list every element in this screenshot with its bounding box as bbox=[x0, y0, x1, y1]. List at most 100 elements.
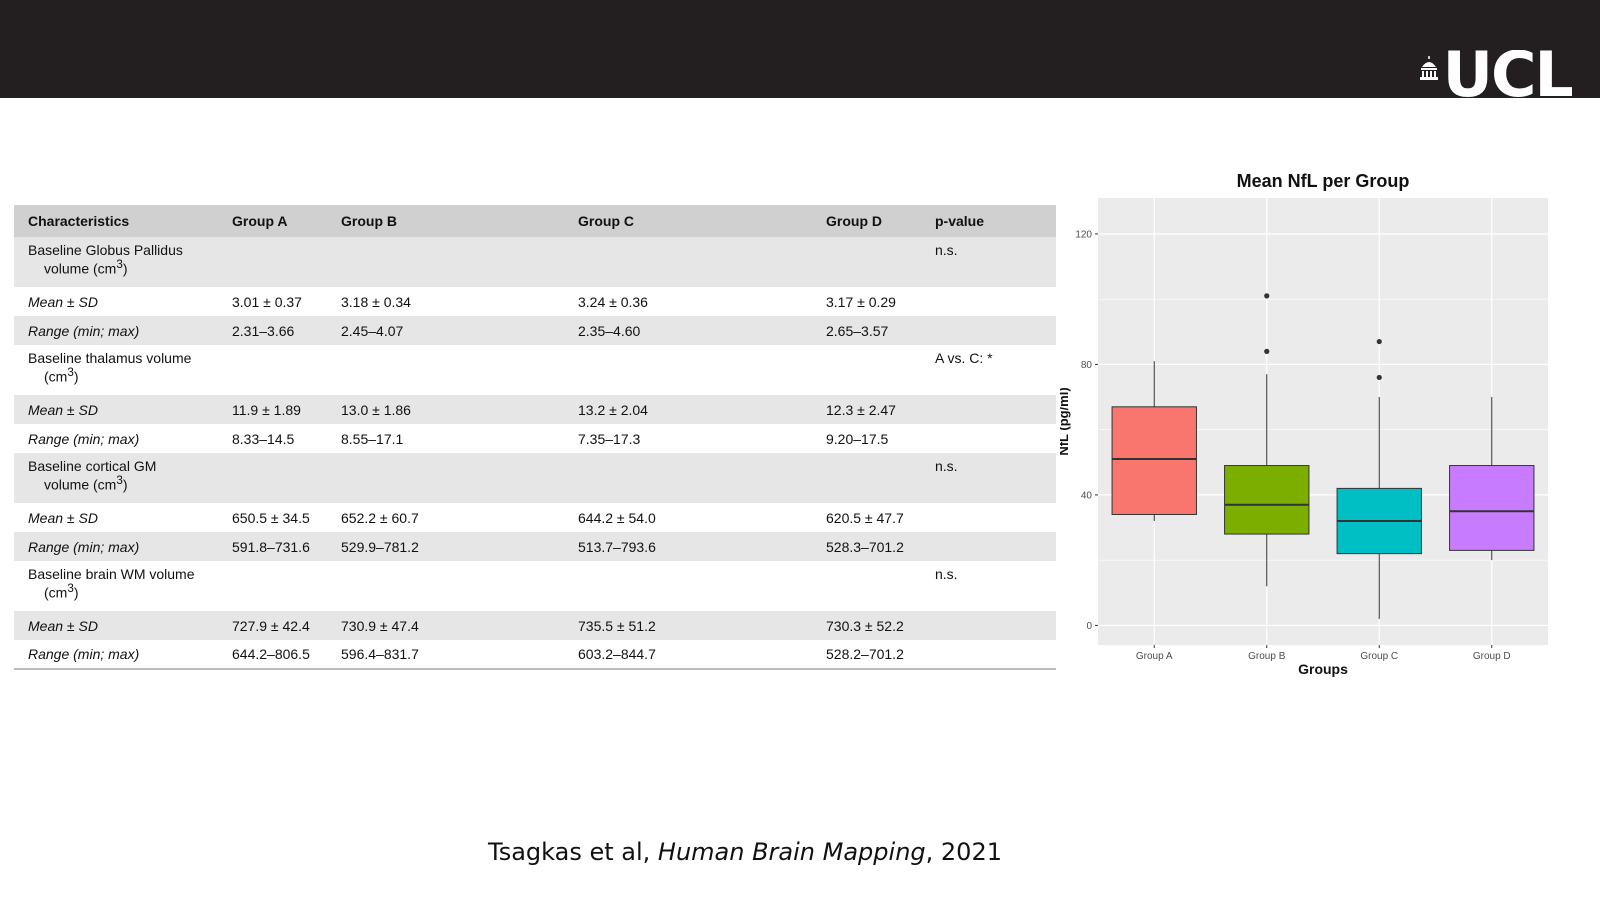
header-group-a: Group A bbox=[232, 213, 288, 229]
mean-cell: 620.5 ± 47.7 bbox=[826, 509, 904, 526]
range-cell: 591.8–731.6 bbox=[232, 538, 310, 555]
ucl-wordmark: UCL bbox=[1442, 50, 1572, 100]
range-cell: 2.31–3.66 bbox=[232, 322, 295, 339]
table-section-row: Baseline brain WM volume (cm3) n.s. bbox=[14, 561, 1056, 611]
empty-cell bbox=[812, 561, 921, 611]
y-tick-label: 0 bbox=[1086, 621, 1092, 632]
mean-label: Mean ± SD bbox=[28, 617, 98, 634]
characteristics-table: Characteristics Group A Group B Group C … bbox=[14, 205, 1056, 670]
mean-cell: 650.5 ± 34.5 bbox=[232, 509, 310, 526]
table-row-mean: Mean ± SD 3.01 ± 0.37 3.18 ± 0.34 3.24 ± 0.… bbox=[14, 287, 1056, 316]
outlier-point bbox=[1264, 293, 1270, 299]
empty-cell bbox=[218, 237, 327, 287]
range-cell: 644.2–806.5 bbox=[232, 646, 310, 662]
empty-cell bbox=[564, 453, 812, 503]
portico-dome-icon bbox=[1419, 56, 1438, 80]
header-group-d: Group D bbox=[826, 213, 882, 229]
section-title-line1: Baseline Globus Pallidus bbox=[28, 242, 183, 258]
empty-cell bbox=[327, 453, 564, 503]
range-cell: 7.35–17.3 bbox=[578, 430, 641, 447]
range-cell: 513.7–793.6 bbox=[578, 538, 656, 555]
empty-cell bbox=[218, 453, 327, 503]
table-section-row: Baseline thalamus volume (cm3) A vs. C: * bbox=[14, 345, 1056, 395]
mean-cell: 727.9 ± 42.4 bbox=[232, 617, 310, 634]
empty-cell bbox=[921, 316, 1056, 345]
empty-cell bbox=[327, 345, 564, 395]
chart-title: Mean NfL per Group bbox=[1237, 171, 1410, 191]
header-group-c: Group C bbox=[578, 213, 634, 229]
mean-cell: 13.2 ± 2.04 bbox=[578, 401, 648, 418]
empty-cell bbox=[812, 453, 921, 503]
empty-cell bbox=[564, 561, 812, 611]
header-group-b: Group B bbox=[341, 213, 397, 229]
range-cell: 8.55–17.1 bbox=[341, 430, 404, 447]
empty-cell bbox=[218, 345, 327, 395]
citation: Tsagkas et al, Human Brain Mapping, 2021 bbox=[0, 838, 1490, 866]
section-title-line2: (cm3) bbox=[28, 366, 218, 385]
header-characteristics: Characteristics bbox=[28, 213, 130, 229]
mean-cell: 735.5 ± 51.2 bbox=[578, 617, 656, 634]
table-section-row: Baseline Globus Pallidus volume (cm3) n.s. bbox=[14, 237, 1056, 287]
mean-cell: 12.3 ± 2.47 bbox=[826, 401, 896, 418]
box-2 bbox=[1224, 465, 1310, 535]
mean-label: Mean ± SD bbox=[28, 401, 98, 418]
empty-cell bbox=[921, 395, 1056, 424]
y-tick-label: 40 bbox=[1081, 490, 1093, 501]
range-label: Range (min; max) bbox=[28, 646, 140, 662]
y-axis-title: NfL (pg/ml) bbox=[1060, 387, 1071, 455]
y-tick-label: 120 bbox=[1075, 229, 1092, 240]
section-title: Baseline Globus Pallidus volume (cm3) bbox=[14, 237, 218, 287]
range-cell: 8.33–14.5 bbox=[232, 430, 295, 447]
nfl-boxplot: 0 40 80 120 Group A Group B Group C Group D Mean… bbox=[1060, 171, 1548, 677]
x-tick-label: Group B bbox=[1248, 651, 1286, 662]
section-unit-close: ) bbox=[73, 584, 79, 601]
mean-cell: 644.2 ± 54.0 bbox=[578, 509, 656, 526]
empty-cell bbox=[921, 640, 1056, 669]
section-unit-exponent: 3 bbox=[116, 474, 123, 487]
section-unit: volume (cm bbox=[44, 476, 117, 493]
section-title: Baseline thalamus volume (cm3) bbox=[14, 345, 218, 395]
x-tick-label: Group A bbox=[1136, 651, 1173, 662]
ucl-logo: UCL bbox=[1419, 50, 1572, 100]
section-unit-close: ) bbox=[122, 260, 128, 277]
mean-cell: 3.17 ± 0.29 bbox=[826, 293, 896, 310]
table-row-range: Range (min; max) 644.2–806.5 596.4–831.7 60… bbox=[14, 640, 1056, 669]
table-row-range: Range (min; max) 591.8–731.6 529.9–781.2 51… bbox=[14, 532, 1056, 561]
section-p-value: n.s. bbox=[935, 242, 958, 258]
outlier-point bbox=[1376, 338, 1382, 345]
x-tick-label: Group C bbox=[1360, 651, 1398, 662]
table-section-row: Baseline cortical GM volume (cm3) n.s. bbox=[14, 453, 1056, 503]
range-cell: 528.2–701.2 bbox=[826, 646, 904, 662]
header-p-value: p-value bbox=[935, 213, 985, 229]
section-unit: volume (cm bbox=[44, 260, 117, 277]
title-bar: UCL bbox=[0, 0, 1600, 100]
empty-cell bbox=[921, 424, 1056, 453]
range-cell: 2.45–4.07 bbox=[341, 322, 404, 339]
section-unit: (cm bbox=[44, 368, 68, 385]
section-unit-close: ) bbox=[73, 368, 79, 385]
range-label: Range (min; max) bbox=[28, 430, 140, 447]
section-title-line1: Baseline brain WM volume bbox=[28, 566, 195, 582]
empty-cell bbox=[921, 503, 1056, 532]
range-cell: 603.2–844.7 bbox=[578, 646, 656, 662]
section-title-line2: volume (cm3) bbox=[28, 258, 218, 277]
empty-cell bbox=[921, 611, 1056, 640]
empty-cell bbox=[921, 532, 1056, 561]
section-unit-exponent: 3 bbox=[67, 582, 74, 595]
table-row-mean: Mean ± SD 650.5 ± 34.5 652.2 ± 60.7 644.2 ±… bbox=[14, 503, 1056, 532]
section-title-line2: (cm3) bbox=[28, 582, 218, 601]
citation-year: , 2021 bbox=[925, 838, 1002, 866]
range-cell: 9.20–17.5 bbox=[826, 430, 889, 447]
section-unit-close: ) bbox=[122, 476, 128, 493]
mean-cell: 3.24 ± 0.36 bbox=[578, 293, 648, 310]
mean-label: Mean ± SD bbox=[28, 509, 98, 526]
range-label: Range (min; max) bbox=[28, 322, 140, 339]
empty-cell bbox=[327, 237, 564, 287]
table-row-mean: Mean ± SD 727.9 ± 42.4 730.9 ± 47.4 735.5 ±… bbox=[14, 611, 1056, 640]
section-title-line1: Baseline cortical GM bbox=[28, 458, 157, 474]
outlier-point bbox=[1376, 374, 1382, 381]
mean-cell: 730.9 ± 47.4 bbox=[341, 617, 419, 634]
x-axis-title: Groups bbox=[1298, 661, 1348, 677]
empty-cell bbox=[218, 561, 327, 611]
range-cell: 529.9–781.2 bbox=[341, 538, 419, 555]
